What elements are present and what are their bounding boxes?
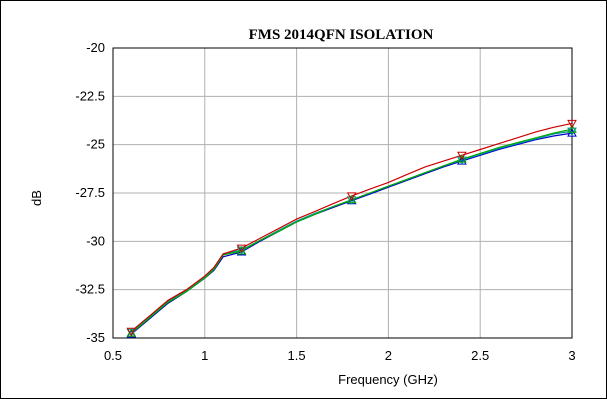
data-point-marker — [346, 192, 357, 201]
plot-area — [112, 47, 573, 339]
series-line-2 — [131, 130, 573, 333]
y-tick-label: -20 — [86, 40, 105, 55]
data-point-marker — [346, 194, 357, 204]
x-tick-label: 0.5 — [104, 348, 122, 363]
y-tick-label: -22.5 — [75, 88, 105, 103]
series-line-4 — [131, 122, 573, 332]
data-point-marker — [456, 156, 467, 166]
x-tick-label: 1.5 — [288, 348, 306, 363]
chart-title: FMS 2014QFN ISOLATION — [249, 27, 434, 43]
x-tick-label: 2 — [385, 348, 392, 363]
data-point-marker — [456, 151, 467, 161]
series-line-1 — [131, 132, 573, 335]
series-group — [131, 122, 573, 335]
data-point-marker — [126, 327, 137, 337]
data-point-marker — [567, 119, 577, 129]
y-axis-label: dB — [29, 190, 44, 206]
data-point-marker — [236, 245, 247, 255]
markers-group — [126, 119, 577, 338]
y-tick-label: -25 — [86, 137, 105, 152]
y-axis: -20 -22.5 -25 -27.5 -30 -32.5 -35 — [75, 40, 105, 345]
data-point-marker — [456, 154, 467, 163]
series-line-3 — [131, 128, 573, 334]
data-point-marker — [567, 124, 577, 133]
x-axis: 0.5 1 1.5 2 2.5 3 — [104, 348, 576, 363]
y-tick-label: -35 — [86, 330, 105, 345]
x-axis-label: Frequency (GHz) — [338, 372, 438, 387]
x-tick-label: 2.5 — [471, 348, 489, 363]
x-tick-label: 1 — [201, 348, 208, 363]
y-tick-label: -32.5 — [75, 282, 105, 297]
x-tick-label: 3 — [568, 348, 575, 363]
data-point-marker — [236, 244, 247, 254]
y-tick-label: -30 — [86, 233, 105, 248]
y-tick-label: -27.5 — [75, 185, 105, 200]
